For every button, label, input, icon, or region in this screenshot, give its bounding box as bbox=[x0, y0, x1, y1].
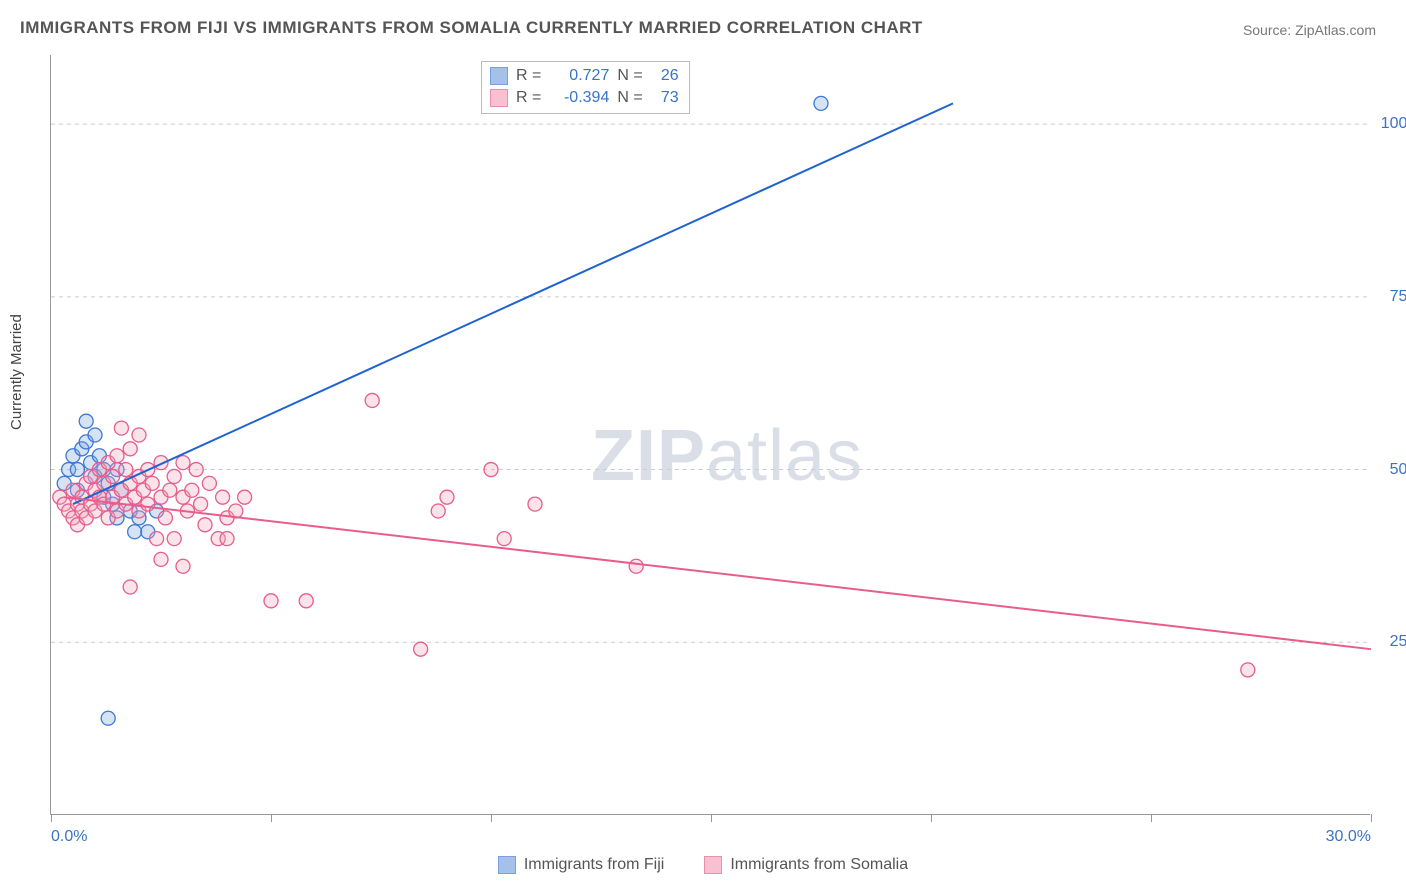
legend-item-fiji: Immigrants from Fiji bbox=[498, 856, 664, 874]
y-tick-label: 50.0% bbox=[1380, 461, 1406, 479]
scatter-point bbox=[484, 463, 498, 477]
stats-r-label: R = bbox=[516, 65, 541, 87]
scatter-point bbox=[440, 490, 454, 504]
stats-n-value-fiji: 26 bbox=[651, 65, 679, 87]
legend-swatch-somalia bbox=[704, 856, 722, 874]
scatter-point bbox=[119, 463, 133, 477]
scatter-point bbox=[141, 497, 155, 511]
scatter-point bbox=[202, 476, 216, 490]
scatter-point bbox=[145, 476, 159, 490]
scatter-point bbox=[163, 483, 177, 497]
scatter-point bbox=[194, 497, 208, 511]
scatter-point bbox=[79, 414, 93, 428]
scatter-point bbox=[106, 469, 120, 483]
scatter-point bbox=[123, 580, 137, 594]
legend-swatch-fiji bbox=[498, 856, 516, 874]
trend-line bbox=[73, 103, 953, 504]
scatter-point bbox=[88, 428, 102, 442]
scatter-plot-svg bbox=[51, 55, 1370, 814]
scatter-point bbox=[264, 594, 278, 608]
stats-n-value-somalia: 73 bbox=[651, 87, 679, 109]
legend-item-somalia: Immigrants from Somalia bbox=[704, 856, 908, 874]
scatter-point bbox=[167, 469, 181, 483]
scatter-point bbox=[167, 532, 181, 546]
stats-n-label: N = bbox=[617, 65, 642, 87]
scatter-point bbox=[70, 463, 84, 477]
legend-label-fiji: Immigrants from Fiji bbox=[524, 856, 664, 874]
legend: Immigrants from Fiji Immigrants from Som… bbox=[0, 856, 1406, 874]
stats-swatch-somalia bbox=[490, 89, 508, 107]
scatter-point bbox=[132, 428, 146, 442]
scatter-point bbox=[365, 393, 379, 407]
scatter-point bbox=[238, 490, 252, 504]
scatter-point bbox=[101, 711, 115, 725]
scatter-point bbox=[128, 525, 142, 539]
y-tick-label: 75.0% bbox=[1380, 288, 1406, 306]
x-tick-label: 30.0% bbox=[1326, 828, 1371, 846]
legend-label-somalia: Immigrants from Somalia bbox=[730, 856, 908, 874]
scatter-point bbox=[198, 518, 212, 532]
x-tick-label: 0.0% bbox=[51, 828, 87, 846]
scatter-point bbox=[414, 642, 428, 656]
scatter-point bbox=[299, 594, 313, 608]
scatter-point bbox=[176, 456, 190, 470]
correlation-stats-box: R = 0.727 N = 26 R = -0.394 N = 73 bbox=[481, 61, 690, 114]
x-tick bbox=[1151, 814, 1152, 822]
stats-swatch-fiji bbox=[490, 67, 508, 85]
scatter-point bbox=[158, 511, 172, 525]
x-tick bbox=[491, 814, 492, 822]
scatter-point bbox=[110, 449, 124, 463]
trend-line bbox=[64, 497, 1371, 649]
scatter-point bbox=[189, 463, 203, 477]
scatter-point bbox=[176, 559, 190, 573]
stats-n-label: N = bbox=[617, 87, 642, 109]
scatter-point bbox=[154, 552, 168, 566]
chart-plot-area: ZIPatlas R = 0.727 N = 26 R = -0.394 N =… bbox=[50, 55, 1370, 815]
x-tick bbox=[1371, 814, 1372, 822]
scatter-point bbox=[1241, 663, 1255, 677]
scatter-point bbox=[497, 532, 511, 546]
scatter-point bbox=[185, 483, 199, 497]
scatter-point bbox=[431, 504, 445, 518]
x-tick bbox=[271, 814, 272, 822]
y-tick-label: 100.0% bbox=[1380, 115, 1406, 133]
scatter-point bbox=[814, 96, 828, 110]
x-tick bbox=[931, 814, 932, 822]
scatter-point bbox=[150, 532, 164, 546]
chart-title: IMMIGRANTS FROM FIJI VS IMMIGRANTS FROM … bbox=[20, 18, 923, 38]
x-tick bbox=[711, 814, 712, 822]
scatter-point bbox=[114, 421, 128, 435]
source-attribution: Source: ZipAtlas.com bbox=[1243, 22, 1376, 38]
y-axis-label: Currently Married bbox=[8, 314, 25, 430]
stats-row-fiji: R = 0.727 N = 26 bbox=[490, 65, 679, 87]
stats-r-value-somalia: -0.394 bbox=[549, 87, 609, 109]
scatter-point bbox=[123, 442, 137, 456]
scatter-point bbox=[629, 559, 643, 573]
scatter-point bbox=[220, 532, 234, 546]
stats-row-somalia: R = -0.394 N = 73 bbox=[490, 87, 679, 109]
stats-r-value-fiji: 0.727 bbox=[549, 65, 609, 87]
scatter-point bbox=[216, 490, 230, 504]
y-tick-label: 25.0% bbox=[1380, 633, 1406, 651]
scatter-point bbox=[528, 497, 542, 511]
stats-r-label: R = bbox=[516, 87, 541, 109]
x-tick bbox=[51, 814, 52, 822]
